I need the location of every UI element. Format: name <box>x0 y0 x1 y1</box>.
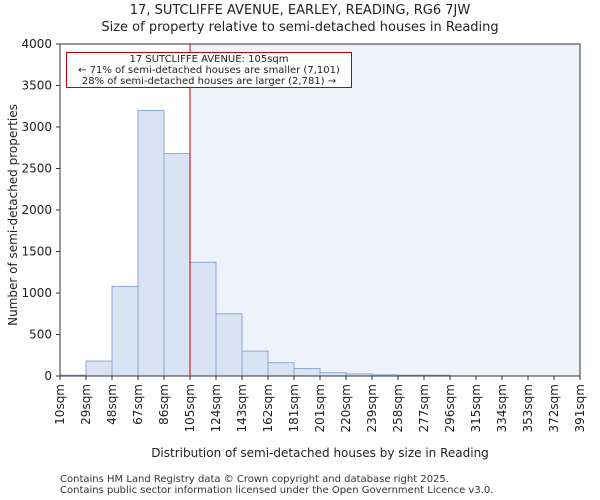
x-tick-label: 181sqm <box>287 384 301 432</box>
histogram-bar <box>293 368 321 377</box>
histogram-bar <box>189 261 217 377</box>
y-tick-label: 2500 <box>21 162 52 176</box>
y-tick-label: 0 <box>44 369 52 383</box>
x-tick-label: 124sqm <box>209 384 223 432</box>
y-tick-label: 4000 <box>21 37 52 51</box>
chart-subtitle: Size of property relative to semi-detach… <box>101 20 499 35</box>
x-tick-label: 105sqm <box>183 384 197 432</box>
larger-region-shade <box>190 44 580 376</box>
x-tick-label: 10sqm <box>53 384 67 425</box>
histogram-bar <box>241 350 269 377</box>
annotation-line-2: ← 71% of semi-detached houses are smalle… <box>78 65 340 76</box>
x-tick-label: 353sqm <box>521 384 535 432</box>
annotation-line-1: 17 SUTCLIFFE AVENUE: 105sqm <box>129 54 289 65</box>
y-tick-label: 3000 <box>21 120 52 134</box>
x-tick-label: 258sqm <box>391 384 405 432</box>
y-tick-label: 500 <box>29 328 52 342</box>
x-tick-label: 334sqm <box>495 384 509 432</box>
histogram-bar <box>111 285 139 377</box>
x-tick-label: 372sqm <box>547 384 561 432</box>
x-tick-label: 48sqm <box>105 384 119 425</box>
x-tick-label: 162sqm <box>261 384 275 432</box>
histogram-bar <box>163 153 191 377</box>
x-tick-label: 277sqm <box>417 384 431 432</box>
histogram-bar <box>85 360 113 377</box>
x-axis-label: Distribution of semi-detached houses by … <box>151 446 489 460</box>
x-tick-label: 143sqm <box>235 384 249 432</box>
footer-copyright: Contains HM Land Registry data © Crown c… <box>60 474 449 485</box>
property-annotation: 17 SUTCLIFFE AVENUE: 105sqm ← 71% of sem… <box>66 52 352 88</box>
y-tick-label: 3500 <box>21 79 52 93</box>
x-tick-label: 220sqm <box>339 384 353 432</box>
x-tick-label: 67sqm <box>131 384 145 425</box>
histogram-bar <box>137 109 165 377</box>
x-tick-label: 201sqm <box>313 384 327 432</box>
y-axis-label: Number of semi-detached properties <box>6 104 20 326</box>
x-tick-label: 296sqm <box>443 384 457 432</box>
chart-title: 17, SUTCLIFFE AVENUE, EARLEY, READING, R… <box>129 3 471 18</box>
x-tick-label: 86sqm <box>157 384 171 425</box>
x-tick-label: 29sqm <box>79 384 93 425</box>
annotation-line-3: 28% of semi-detached houses are larger (… <box>81 76 337 87</box>
y-tick-label: 2000 <box>21 203 52 217</box>
y-tick-label: 1500 <box>21 245 52 259</box>
x-tick-label: 239sqm <box>365 384 379 432</box>
x-tick-label: 391sqm <box>573 384 587 432</box>
histogram-bar <box>267 362 295 377</box>
x-tick-label: 315sqm <box>469 384 483 432</box>
y-tick-label: 1000 <box>21 286 52 300</box>
histogram-bar <box>215 313 243 377</box>
footer-licence: Contains public sector information licen… <box>60 485 494 496</box>
